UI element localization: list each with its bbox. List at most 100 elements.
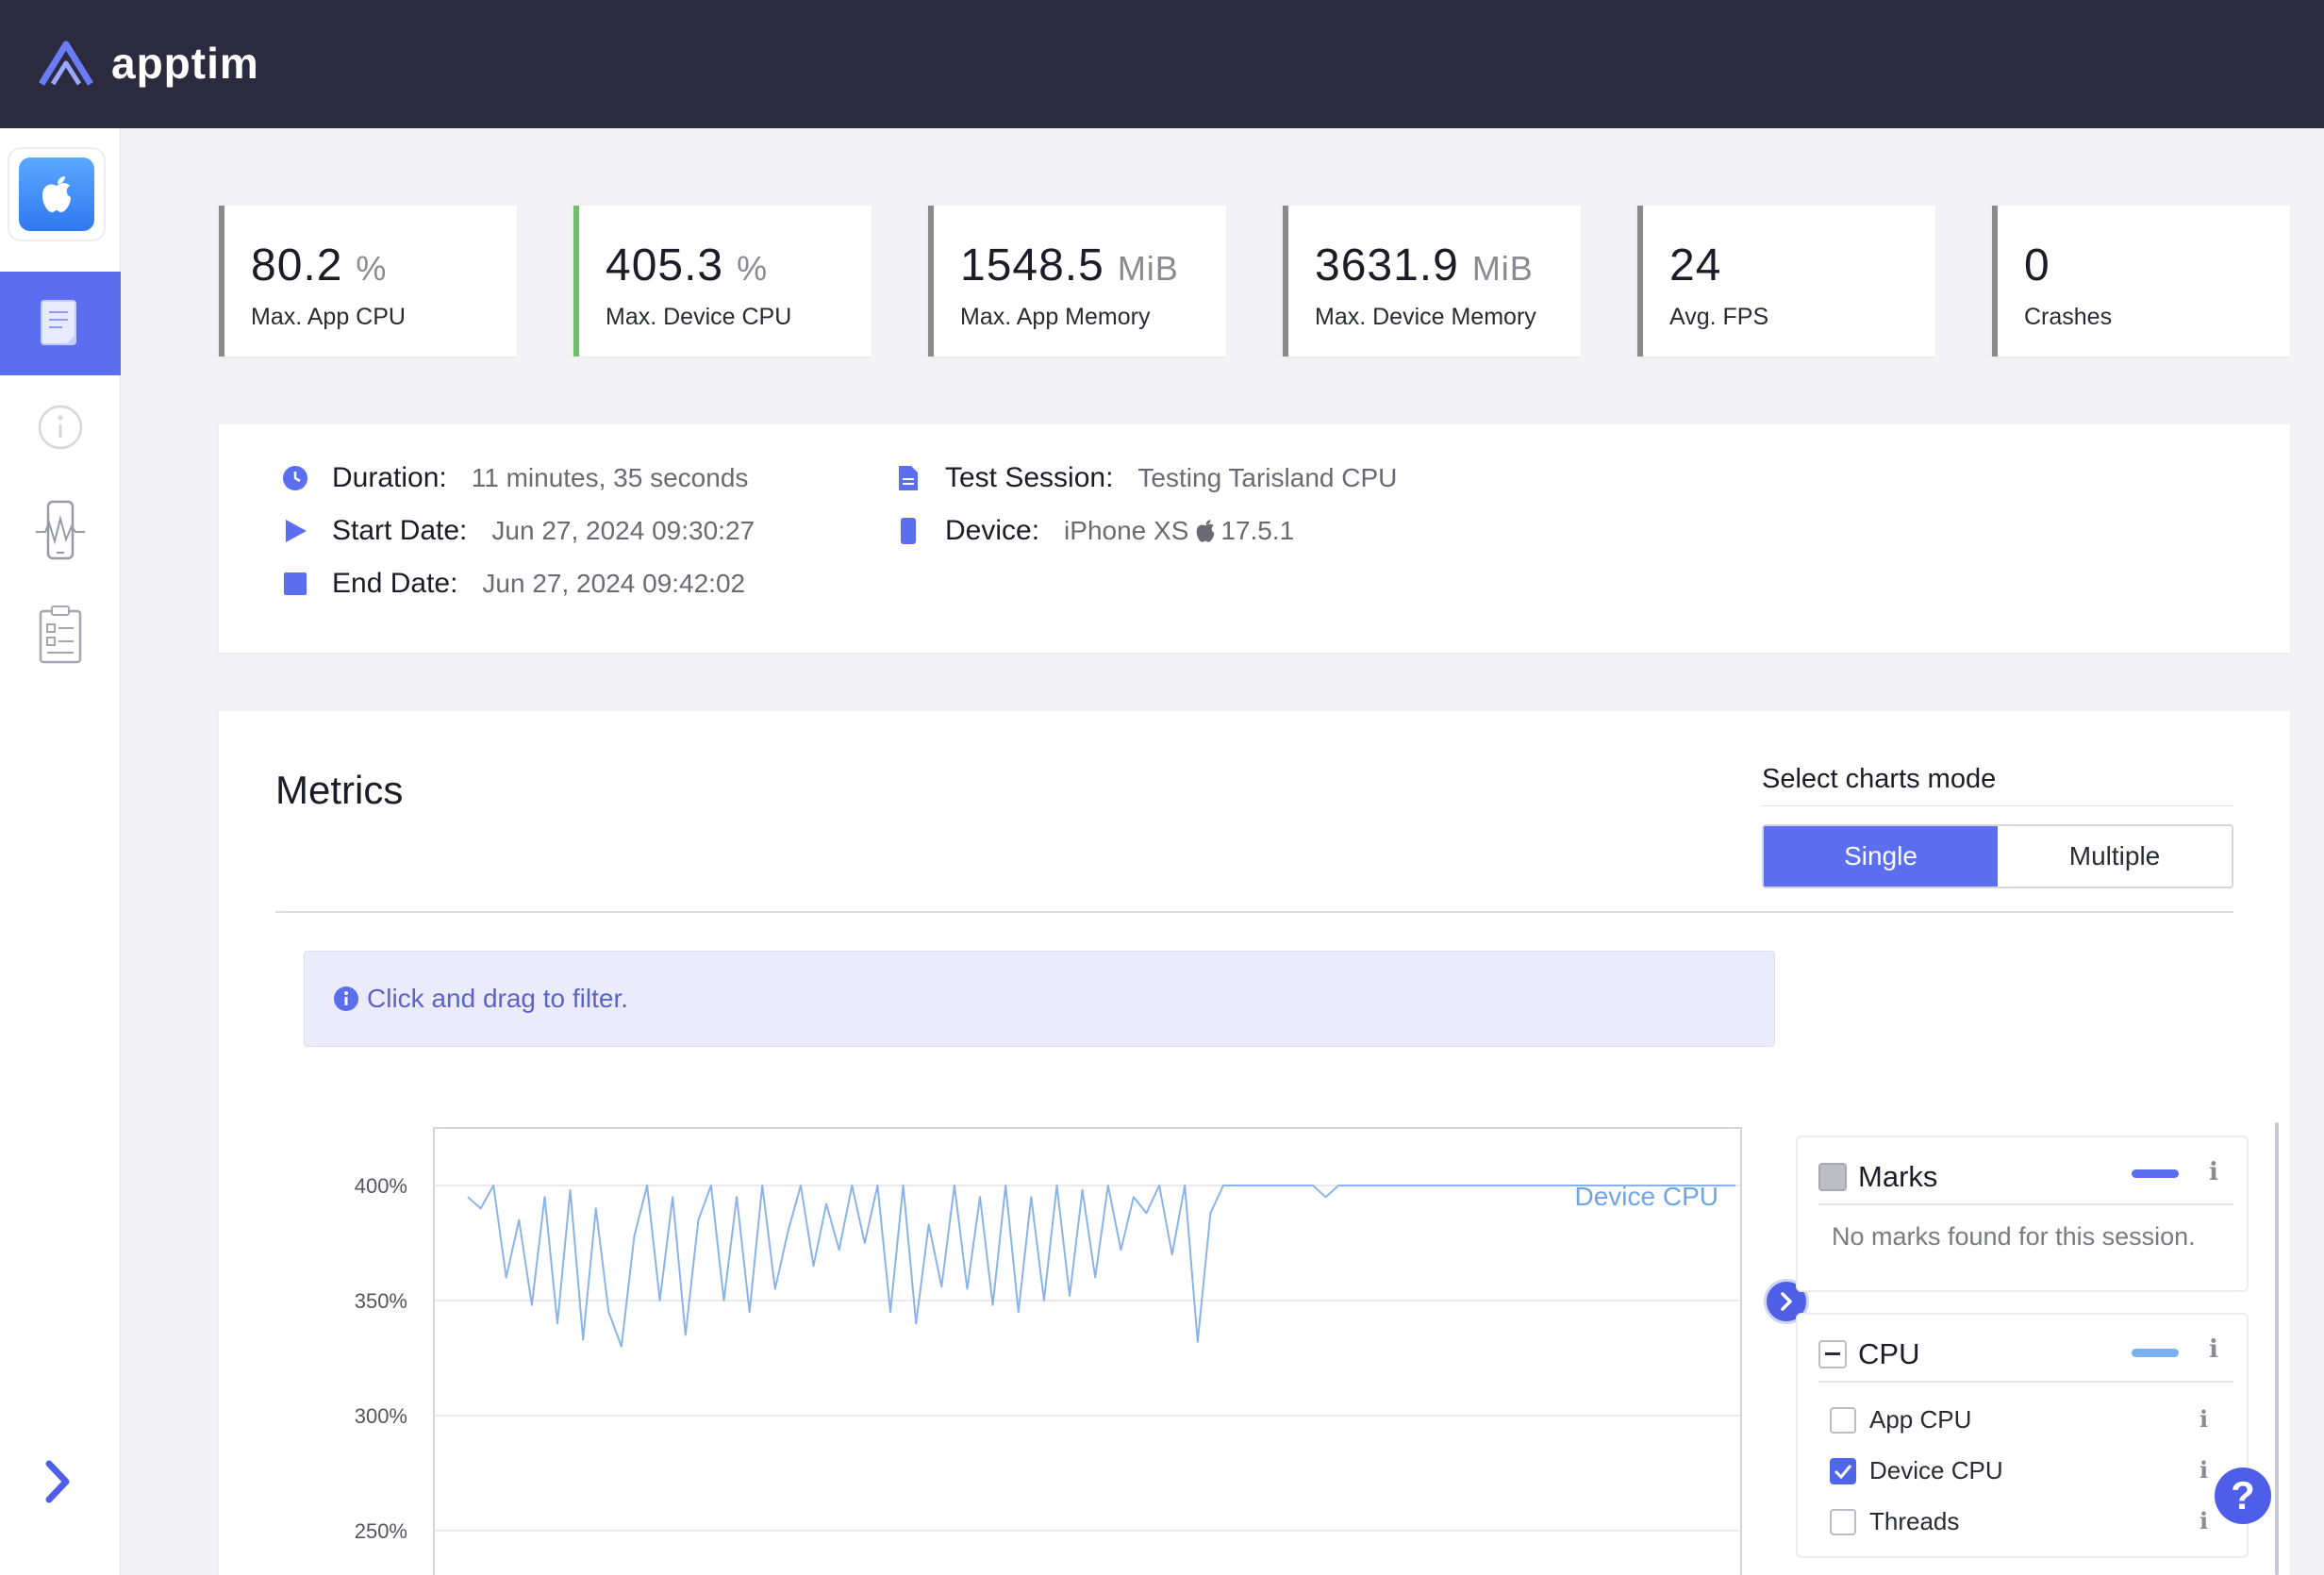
logo-text: apptim — [111, 39, 259, 88]
test-session-value: Testing Tarisland CPU — [1137, 463, 1398, 492]
card-label: Crashes — [2024, 304, 2113, 330]
chart-plot-area[interactable] — [433, 1127, 1742, 1575]
chevron-right-icon — [45, 1460, 70, 1503]
card-label: Max. Device Memory — [1315, 304, 1536, 330]
device-label: Device: — [945, 515, 1040, 546]
filter-hint-text: Click and drag to filter. — [367, 984, 629, 1013]
marks-panel: Marks i No marks found for this session. — [1796, 1136, 2249, 1292]
cpu-collapse-checkbox[interactable] — [1818, 1340, 1847, 1368]
cpu-option-device-cpu[interactable]: Device CPU — [1830, 1456, 2003, 1485]
duration-value: 11 minutes, 35 seconds — [471, 463, 749, 492]
cpu-panel: CPU i App CPU i Device CPU i Threads i — [1796, 1313, 2249, 1558]
card-label: Avg. FPS — [1669, 304, 1769, 330]
start-date-label: Start Date: — [332, 515, 468, 546]
cpu-color-swatch — [2132, 1349, 2179, 1357]
y-tick-label: 400% — [355, 1174, 407, 1198]
app-cpu-label: App CPU — [1869, 1405, 1972, 1434]
file-icon — [899, 466, 918, 490]
summary-card-fps: 24 Avg. FPS — [1637, 206, 1935, 356]
cpu-header: CPU — [1818, 1328, 2233, 1383]
duration-label: Duration: — [332, 462, 447, 493]
chevron-right-icon — [1781, 1292, 1792, 1311]
cpu-option-app-cpu[interactable]: App CPU — [1830, 1405, 1971, 1434]
app-cpu-info-icon[interactable]: i — [2200, 1405, 2209, 1433]
threads-info-icon[interactable]: i — [2200, 1507, 2209, 1534]
app-cpu-checkbox[interactable] — [1830, 1406, 1856, 1434]
series-label: Device CPU — [1575, 1182, 1718, 1211]
apptim-logo[interactable]: apptim — [36, 38, 259, 89]
filter-hint-banner: Click and drag to filter. — [304, 951, 1775, 1047]
chart-mode-toggle: Single Multiple — [1762, 824, 2233, 888]
card-value: 1548.5 MiB — [960, 240, 1179, 290]
sidebar-item-app-platform[interactable] — [9, 149, 104, 240]
duration-row: Duration: 11 minutes, 35 seconds — [281, 462, 748, 494]
cpu-label: CPU — [1858, 1337, 1920, 1370]
end-date-row: End Date: Jun 27, 2024 09:42:02 — [281, 568, 745, 600]
marks-checkbox[interactable] — [1818, 1163, 1847, 1191]
single-mode-button[interactable]: Single — [1764, 826, 1998, 887]
threads-label: Threads — [1869, 1507, 1960, 1535]
cpu-option-threads[interactable]: Threads — [1830, 1507, 1959, 1536]
cpu-info-icon[interactable]: i — [2209, 1335, 2218, 1364]
cpu-chart-area[interactable]: 400% 350% 300% 250% Device CPU — [275, 1117, 1747, 1575]
multiple-mode-button[interactable]: Multiple — [1998, 826, 2232, 887]
phone-icon — [36, 500, 85, 560]
series-line-device-cpu[interactable] — [467, 1185, 1735, 1348]
scrollbar[interactable] — [2275, 1122, 2279, 1575]
clock-icon — [283, 466, 307, 490]
mobile-icon — [901, 518, 916, 544]
device-row: Device: iPhone XS 17.5.1 — [894, 515, 1294, 547]
marks-color-swatch — [2132, 1169, 2179, 1178]
sidebar — [0, 128, 121, 1575]
info-circle-icon — [334, 986, 358, 1011]
play-icon — [286, 520, 307, 542]
divider — [275, 911, 2233, 913]
divider — [1762, 805, 2233, 806]
start-date-value: Jun 27, 2024 09:30:27 — [491, 516, 755, 545]
device-value: iPhone XS — [1064, 516, 1189, 545]
device-cpu-info-icon[interactable]: i — [2200, 1456, 2209, 1484]
session-info-panel: Duration: 11 minutes, 35 seconds Start D… — [219, 424, 2290, 653]
marks-header: Marks — [1818, 1151, 2233, 1205]
sidebar-item-device[interactable] — [0, 479, 121, 583]
card-label: Max. App CPU — [251, 304, 406, 330]
marks-info-icon[interactable]: i — [2209, 1158, 2218, 1186]
y-tick-label: 350% — [355, 1289, 407, 1313]
top-bar: apptim — [0, 0, 2324, 128]
sidebar-item-info[interactable] — [0, 375, 121, 479]
sidebar-expand-button[interactable] — [34, 1458, 81, 1505]
card-value: 0 — [2024, 240, 2050, 290]
checkmark-icon — [1834, 1464, 1852, 1479]
threads-checkbox[interactable] — [1830, 1508, 1856, 1535]
device-cpu-checkbox[interactable] — [1830, 1457, 1856, 1484]
apptim-logo-icon — [39, 41, 93, 86]
metrics-title: Metrics — [275, 768, 404, 812]
end-date-label: End Date: — [332, 568, 458, 599]
sidebar-item-report[interactable] — [0, 272, 121, 375]
card-value: 3631.9 MiB — [1315, 240, 1534, 290]
cpu-line-chart[interactable]: 400% 350% 300% 250% Device CPU — [275, 1117, 1747, 1575]
device-cpu-label: Device CPU — [1869, 1456, 2003, 1484]
sidebar-item-checklist[interactable] — [0, 583, 121, 687]
y-tick-label: 250% — [355, 1519, 407, 1543]
summary-card-device-memory: 3631.9 MiB Max. Device Memory — [1283, 206, 1581, 356]
card-value: 80.2% — [251, 240, 388, 290]
clipboard-icon — [39, 605, 82, 664]
summary-card-app-cpu: 80.2% Max. App CPU — [219, 206, 517, 356]
card-label: Max. Device CPU — [606, 304, 792, 330]
card-label: Max. App Memory — [960, 304, 1151, 330]
apple-icon — [42, 176, 71, 212]
card-value: 24 — [1669, 240, 1722, 290]
start-date-row: Start Date: Jun 27, 2024 09:30:27 — [281, 515, 755, 547]
summary-card-device-cpu: 405.3% Max. Device CPU — [573, 206, 872, 356]
apple-icon — [1197, 520, 1215, 542]
y-tick-label: 300% — [355, 1404, 407, 1428]
test-session-row: Test Session: Testing Tarisland CPU — [894, 462, 1397, 494]
stop-icon — [284, 572, 307, 595]
test-session-label: Test Session: — [945, 462, 1114, 493]
help-button[interactable]: ? — [2215, 1467, 2271, 1524]
summary-card-crashes: 0 Crashes — [1992, 206, 2290, 356]
marks-label: Marks — [1858, 1160, 1938, 1193]
chart-mode-label: Select charts mode — [1762, 764, 1997, 794]
os-version-value: 17.5.1 — [1220, 516, 1295, 545]
